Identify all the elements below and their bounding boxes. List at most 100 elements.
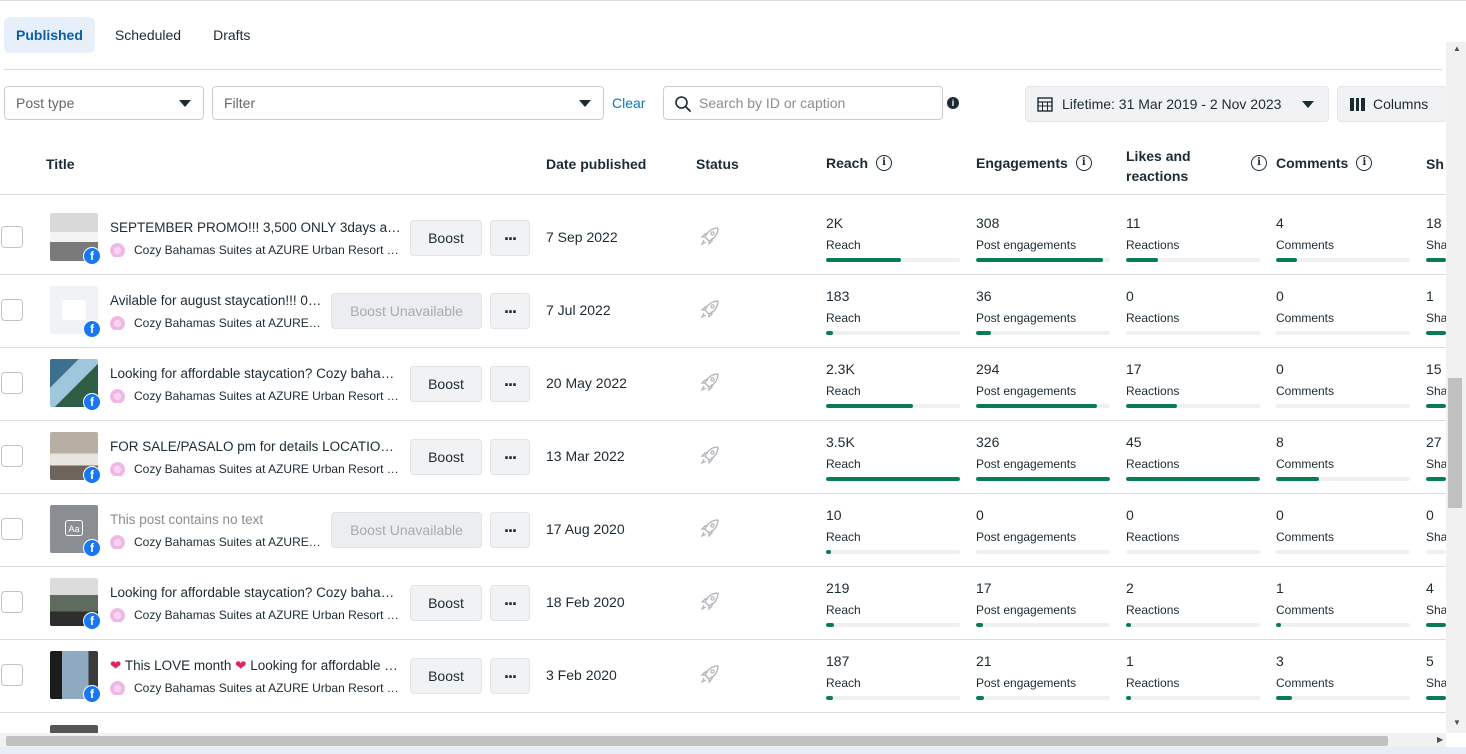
metric-comments-value: 0 bbox=[1276, 507, 1284, 523]
table-row[interactable]: f Avilable for august staycation!!! 0908… bbox=[0, 274, 1446, 348]
vertical-scrollbar-thumb[interactable] bbox=[1448, 378, 1462, 508]
metric-comments-label: Comments bbox=[1276, 530, 1335, 544]
col-title[interactable]: Title bbox=[46, 156, 75, 172]
filter-placeholder: Filter bbox=[224, 95, 256, 111]
row-checkbox[interactable] bbox=[1, 299, 23, 321]
boost-button[interactable]: Boost bbox=[410, 366, 482, 402]
metric-shares-fill bbox=[1426, 477, 1446, 481]
more-options-button[interactable]: ... bbox=[490, 366, 530, 402]
metric-shares-label: Sha bbox=[1426, 384, 1446, 398]
row-checkbox[interactable] bbox=[1, 591, 23, 613]
info-icon[interactable]: i bbox=[1251, 155, 1267, 171]
metric-reactions: 17 Reactions bbox=[1126, 361, 1260, 408]
metric-reactions-fill bbox=[1126, 696, 1132, 700]
info-icon[interactable]: i bbox=[1075, 155, 1092, 171]
likes-info[interactable]: i bbox=[1243, 155, 1267, 171]
page-avatar-icon bbox=[110, 389, 125, 403]
date-published: 13 Mar 2022 bbox=[546, 448, 625, 464]
col-status[interactable]: Status bbox=[696, 156, 739, 172]
boost-button[interactable]: Boost bbox=[410, 585, 482, 621]
boost-button[interactable]: Boost Unavailable bbox=[331, 512, 482, 548]
rocket-icon bbox=[700, 446, 719, 465]
tab-drafts[interactable]: Drafts bbox=[213, 27, 251, 43]
more-options-button[interactable]: ... bbox=[490, 220, 530, 256]
boost-button[interactable]: Boost bbox=[410, 658, 482, 694]
row-checkbox[interactable] bbox=[1, 445, 23, 467]
more-options-button[interactable]: ... bbox=[490, 585, 530, 621]
table-row[interactable]: f ❤ This LOVE month ❤ Looking for afford… bbox=[0, 639, 1446, 713]
metric-shares-value: 4 bbox=[1426, 580, 1434, 596]
horizontal-scrollbar-thumb[interactable] bbox=[6, 736, 1388, 746]
col-engagements[interactable]: Engagements i bbox=[976, 155, 1092, 171]
metric-engagements-bar bbox=[976, 550, 1110, 554]
table-row[interactable]: f SEPTEMBER PROMO!!! 3,500 ONLY 3days an… bbox=[0, 201, 1446, 275]
metric-reactions-bar bbox=[1126, 258, 1260, 262]
metric-shares-bar bbox=[1426, 331, 1446, 335]
post-title[interactable]: FOR SALE/PASALO pm for details LOCATION … bbox=[110, 439, 402, 454]
metric-comments: 4 Comments bbox=[1276, 215, 1410, 262]
metric-reach-value: 10 bbox=[826, 507, 842, 523]
row-checkbox[interactable] bbox=[1, 664, 23, 686]
filter-dropdown[interactable]: Filter bbox=[212, 86, 604, 120]
post-title[interactable]: This post contains no text bbox=[110, 512, 264, 527]
post-title[interactable]: Looking for affordable staycation? Cozy … bbox=[110, 585, 402, 600]
metric-reach-bar bbox=[826, 404, 960, 408]
metric-shares-label: Sha bbox=[1426, 603, 1446, 617]
clear-filters-link[interactable]: Clear bbox=[612, 95, 646, 111]
metric-reactions-bar bbox=[1126, 477, 1260, 481]
col-comments[interactable]: Comments i bbox=[1276, 155, 1373, 171]
metric-reactions: 1 Reactions bbox=[1126, 653, 1260, 700]
metric-reach: 187 Reach bbox=[826, 653, 960, 700]
info-icon[interactable]: i bbox=[876, 155, 893, 171]
date-range-button[interactable]: Lifetime: 31 Mar 2019 - 2 Nov 2023 bbox=[1025, 86, 1329, 122]
metric-reactions-label: Reactions bbox=[1126, 603, 1180, 617]
table-row[interactable]: f FOR SALE/PASALO pm for details LOCATIO… bbox=[0, 420, 1446, 494]
more-options-button[interactable]: ... bbox=[490, 512, 530, 548]
metric-shares-value: 1 bbox=[1426, 288, 1434, 304]
col-reach[interactable]: Reach i bbox=[826, 155, 893, 171]
post-type-dropdown[interactable]: Post type bbox=[4, 86, 204, 120]
scroll-up-icon[interactable]: ▲ bbox=[1453, 44, 1461, 53]
metric-reach-fill bbox=[826, 623, 835, 627]
search-input[interactable]: Search by ID or caption bbox=[663, 86, 943, 120]
rocket-icon bbox=[700, 592, 719, 611]
metric-engagements-value: 294 bbox=[976, 361, 1000, 377]
metric-reach: 183 Reach bbox=[826, 288, 960, 335]
col-reach-label: Reach bbox=[826, 155, 869, 171]
boost-button[interactable]: Boost bbox=[410, 439, 482, 475]
metric-comments: 0 Comments bbox=[1276, 361, 1410, 408]
col-date-published[interactable]: Date published bbox=[546, 156, 647, 172]
post-title[interactable]: Avilable for august staycation!!! 09088 bbox=[110, 293, 322, 308]
row-checkbox[interactable] bbox=[1, 226, 23, 248]
metric-comments-label: Comments bbox=[1276, 457, 1335, 471]
table-row[interactable]: Aa f This post contains no text Cozy Bah… bbox=[0, 493, 1446, 567]
post-title[interactable]: ❤ This LOVE month ❤ Looking for affordab… bbox=[110, 658, 402, 673]
col-likes-reactions[interactable]: Likes and reactions bbox=[1126, 146, 1191, 186]
row-checkbox[interactable] bbox=[1, 372, 23, 394]
post-title[interactable]: Looking for affordable staycation? Cozy … bbox=[110, 366, 402, 381]
scroll-right-icon[interactable]: ▶ bbox=[1437, 735, 1444, 744]
more-options-button[interactable]: ... bbox=[490, 658, 530, 694]
row-checkbox[interactable] bbox=[1, 518, 23, 540]
info-icon[interactable]: i bbox=[947, 97, 959, 109]
boost-button[interactable]: Boost bbox=[410, 220, 482, 256]
boost-button[interactable]: Boost Unavailable bbox=[331, 293, 482, 329]
info-icon[interactable]: i bbox=[1356, 155, 1373, 171]
table-row[interactable]: f Looking for affordable staycation? Coz… bbox=[0, 566, 1446, 640]
metric-reach-fill bbox=[826, 331, 833, 335]
bottom-strip bbox=[0, 747, 1466, 754]
columns-button[interactable]: Columns bbox=[1337, 86, 1447, 122]
more-options-button[interactable]: ... bbox=[490, 293, 530, 329]
metric-engagements-bar bbox=[976, 696, 1110, 700]
more-options-button[interactable]: ... bbox=[490, 439, 530, 475]
table-row[interactable]: f Looking for affordable staycation? Coz… bbox=[0, 347, 1446, 421]
tab-scheduled[interactable]: Scheduled bbox=[114, 27, 182, 43]
metric-reactions-value: 0 bbox=[1126, 288, 1134, 304]
post-title[interactable]: SEPTEMBER PROMO!!! 3,500 ONLY 3days and … bbox=[110, 220, 402, 235]
facebook-icon: f bbox=[83, 539, 101, 557]
tab-published[interactable]: Published bbox=[4, 17, 95, 53]
metric-reactions-value: 17 bbox=[1126, 361, 1142, 377]
date-published: 17 Aug 2020 bbox=[546, 521, 625, 537]
col-shares[interactable]: Sh bbox=[1426, 156, 1444, 172]
scroll-down-icon[interactable]: ▼ bbox=[1453, 718, 1461, 727]
